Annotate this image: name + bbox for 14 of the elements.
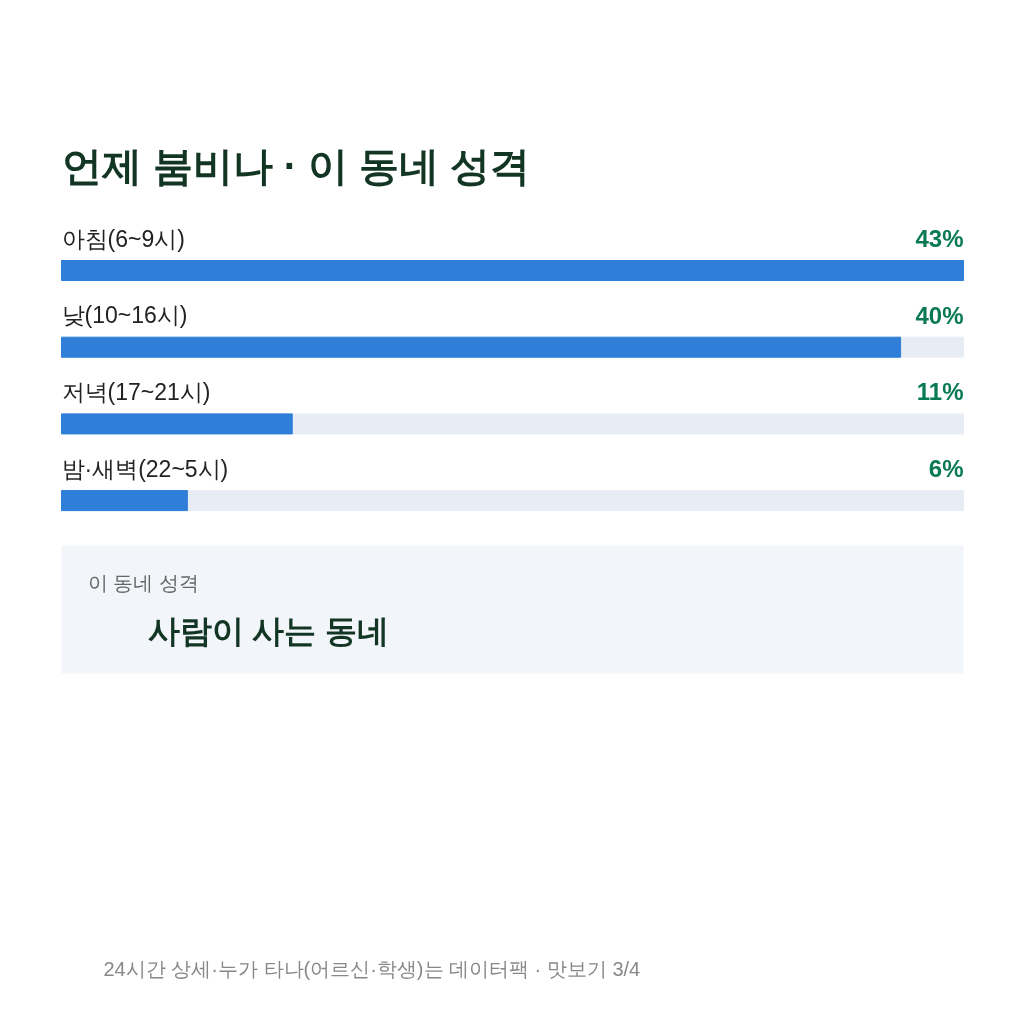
bar — [61, 490, 188, 512]
bar — [61, 413, 293, 435]
y-tick-label: 밤·새벽(22~5시) — [61, 455, 229, 482]
y-tick-label: 아침(6~9시) — [61, 225, 185, 252]
text: 사람이 사는 동네 — [147, 612, 390, 649]
data-label: 43% — [915, 225, 964, 252]
text: 24시간 상세·누가 타나(어르신·학생)는 데이터팩 · 맛보기 3/4 — [103, 957, 641, 980]
y-tick-label: 저녁(17~21시) — [61, 378, 211, 405]
text: 이 동네 성격 — [87, 571, 199, 594]
y-tick-label: 낮(10~16시) — [61, 302, 188, 329]
data-label: 40% — [915, 301, 964, 329]
data-label: 6% — [928, 455, 964, 483]
chart-title: 언제 붐비나 · 이 동네 성격 — [61, 143, 531, 188]
data-label: 11% — [916, 378, 964, 406]
